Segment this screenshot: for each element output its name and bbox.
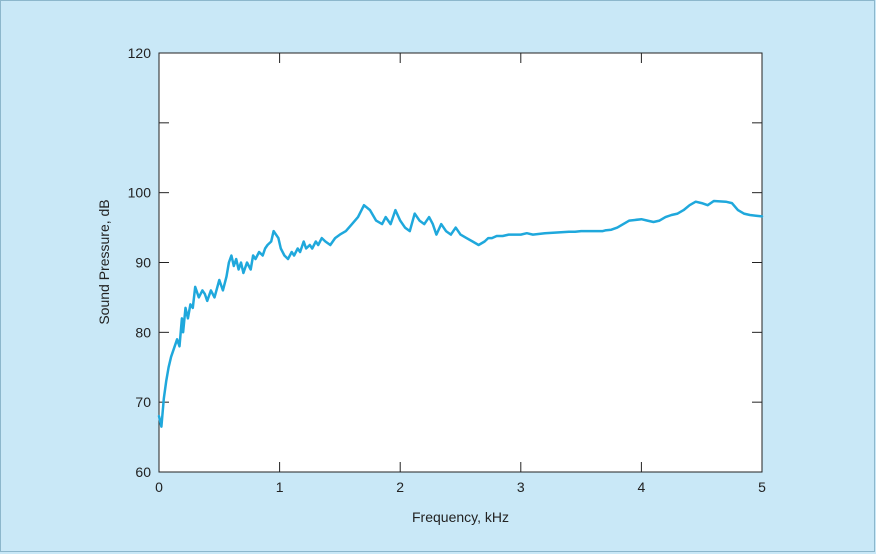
series-group — [157, 199, 764, 428]
y-tick-label: 70 — [135, 394, 151, 410]
y-axis-title: Sound Pressure, dB — [96, 199, 112, 324]
series-line — [157, 199, 764, 428]
x-tick-label: 3 — [517, 479, 525, 495]
y-tick-labels: 60 70 80 90 100 120 — [128, 45, 152, 480]
x-axis-title: Frequency, kHz — [412, 509, 509, 525]
axis-ticks — [158, 52, 763, 473]
x-tick-label: 4 — [638, 479, 646, 495]
plot-area — [158, 52, 763, 473]
y-tick-label: 100 — [128, 185, 152, 201]
x-tick-label: 5 — [758, 479, 766, 495]
y-tick-label: 90 — [135, 255, 151, 271]
x-tick-labels: 0 1 2 3 4 5 — [155, 479, 766, 495]
y-tick-label: 120 — [128, 45, 152, 61]
y-tick-label: 80 — [135, 324, 151, 340]
x-tick-label: 0 — [155, 479, 163, 495]
x-tick-label: 1 — [276, 479, 284, 495]
x-tick-label: 2 — [396, 479, 404, 495]
y-tick-label: 60 — [135, 464, 151, 480]
